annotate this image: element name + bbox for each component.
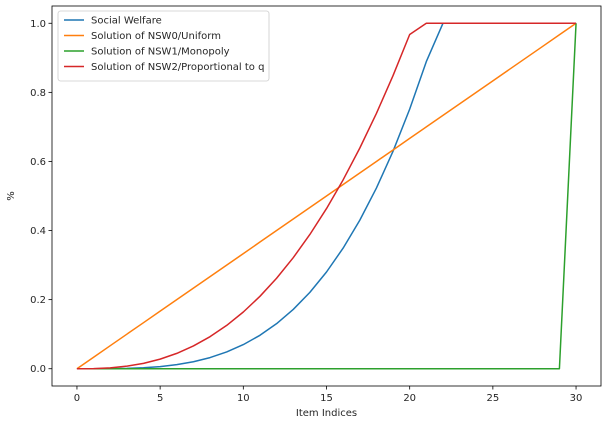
- x-tick-label: 20: [403, 393, 416, 404]
- x-tick-label: 10: [237, 393, 250, 404]
- series-layer: [76, 22, 577, 370]
- x-axis-label: Item Indices: [296, 408, 357, 419]
- legend: Social Welfare Solution of NSW0/Uniform So…: [57, 10, 270, 82]
- series-line-4: [76, 22, 577, 370]
- legend-box: [57, 10, 270, 82]
- y-tick-label: 1.0: [30, 19, 46, 30]
- y-tick-label: 0.2: [30, 295, 46, 306]
- legend-label: Solution of NSW2/Proportional to q: [91, 62, 264, 73]
- y-axis-ticks: 0.0 0.2 0.4 0.6 0.8 1.0: [30, 19, 52, 375]
- series-line-2: [76, 22, 577, 370]
- y-tick-label: 0.0: [30, 364, 46, 375]
- y-tick-label: 0.6: [30, 157, 46, 168]
- legend-label: Solution of NSW0/Uniform: [91, 31, 221, 42]
- x-tick-label: 15: [320, 393, 333, 404]
- x-tick-label: 0: [74, 393, 80, 404]
- y-tick-label: 0.4: [30, 226, 46, 237]
- series-line-3: [76, 23, 577, 370]
- y-tick-label: 0.8: [30, 88, 46, 99]
- x-tick-label: 30: [570, 393, 583, 404]
- x-tick-label: 25: [486, 393, 499, 404]
- legend-label: Solution of NSW1/Monopoly: [91, 47, 230, 58]
- x-axis-ticks: 0 5 10 15 20 25 30: [74, 386, 583, 404]
- x-tick-label: 5: [157, 393, 163, 404]
- legend-label: Social Welfare: [91, 16, 162, 27]
- y-axis-label: %: [6, 191, 17, 201]
